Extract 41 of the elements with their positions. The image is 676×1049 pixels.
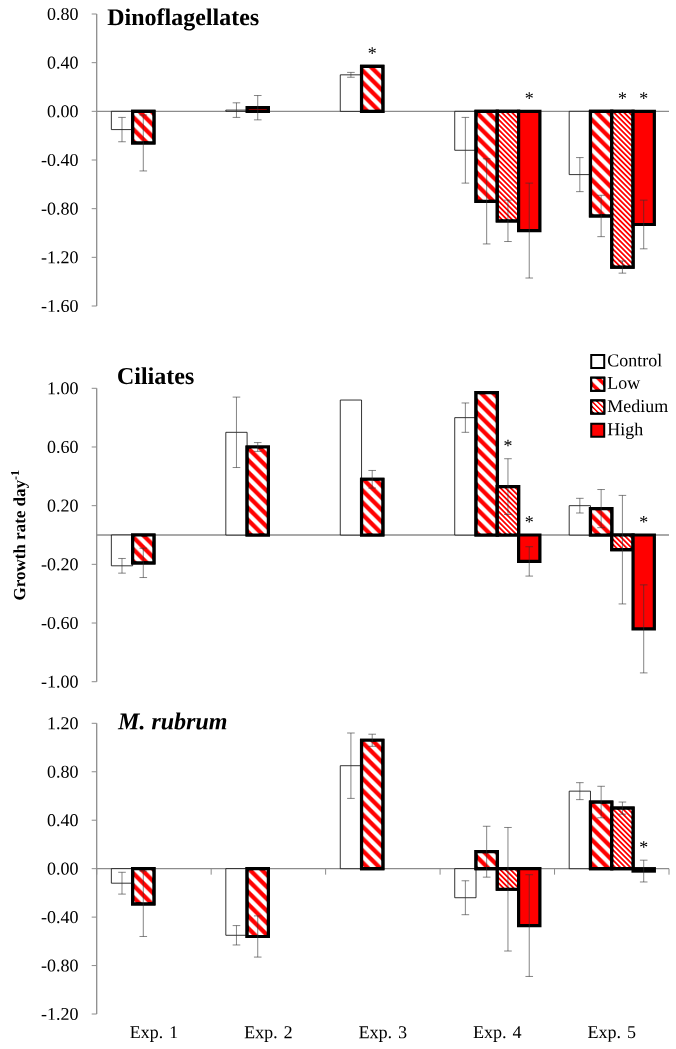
x-tick-label: Exp. 4 — [473, 1026, 522, 1042]
y-tick-label: 0.80 — [47, 7, 78, 21]
y-tick-label: 1.20 — [48, 717, 78, 730]
data-label: * — [640, 841, 648, 848]
x-tick-label: Exp. 5 — [588, 1026, 636, 1042]
chart-title: Dinoflagellates — [107, 8, 259, 31]
chart-title: Ciliates — [118, 367, 194, 385]
x-tick-label: Exp. 3 — [359, 1026, 407, 1042]
y-tick-label: -0.20 — [41, 558, 78, 571]
y-tick-label: -0.40 — [41, 911, 78, 924]
x-tick-label: Exp. 2 — [244, 1026, 292, 1042]
chart-title: M. rubrum — [117, 712, 227, 730]
y-tick-label: 0.80 — [47, 765, 78, 778]
data-label: * — [640, 516, 648, 523]
y-tick-label: -0.80 — [41, 959, 78, 972]
y-tick-label: -0.80 — [41, 202, 78, 215]
data-label: * — [525, 516, 533, 523]
y-tick-label: 0.40 — [47, 814, 78, 827]
y-axis-title: Growth rate day$^{-1}$ — [11, 470, 29, 600]
y-tick-label: -0.60 — [41, 616, 78, 630]
legend-label: High — [607, 422, 643, 440]
legend-label: Control — [607, 353, 662, 367]
data-label: * — [525, 92, 533, 99]
y-tick-label: 0.20 — [47, 499, 78, 512]
data-label: * — [640, 92, 648, 99]
data-label: * — [618, 92, 627, 99]
y-tick-label: -0.40 — [41, 153, 78, 167]
y-tick-label: -1.60 — [41, 299, 78, 313]
legend-label: Low — [607, 377, 641, 389]
y-tick-label: 1.00 — [48, 382, 78, 395]
data-label: * — [368, 47, 376, 54]
x-tick-label: Exp. 1 — [130, 1026, 178, 1042]
data-label: * — [504, 439, 512, 447]
y-tick-label: -1.20 — [41, 1007, 78, 1021]
y-tick-label: 0.00 — [47, 862, 78, 875]
y-tick-label: 0.00 — [47, 105, 78, 118]
y-tick-label: -1.20 — [41, 251, 78, 264]
legend-label: Medium — [607, 399, 668, 413]
y-tick-label: 0.40 — [47, 56, 78, 69]
y-tick-label: -1.00 — [41, 675, 78, 688]
y-tick-label: 0.60 — [47, 440, 78, 454]
